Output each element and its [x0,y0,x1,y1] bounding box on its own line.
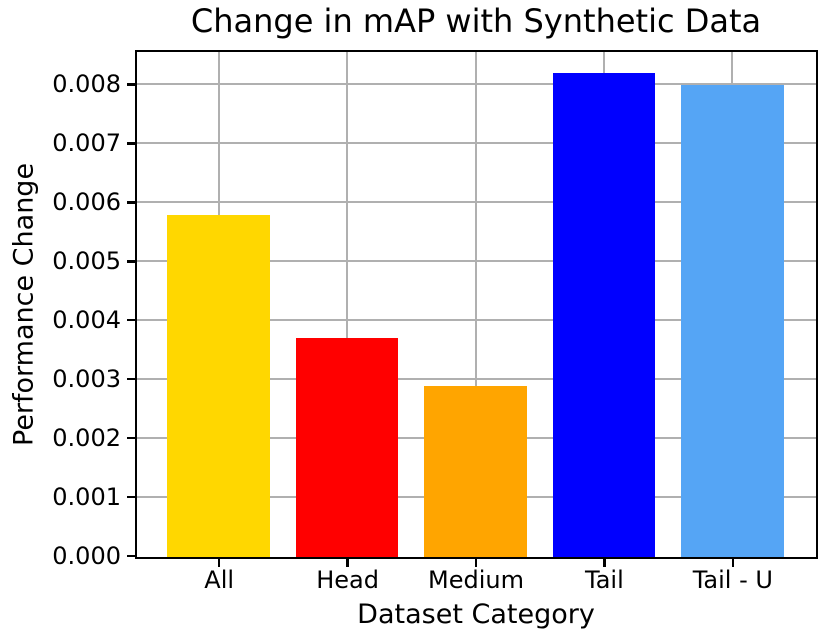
y-tick-label: 0.002 [52,424,121,453]
x-tick-label: All [204,566,235,594]
x-tick-mark [603,558,606,567]
y-tick-label: 0.007 [52,129,121,158]
x-tick-mark [346,558,349,567]
bar-medium [424,385,527,557]
bar-head [295,338,399,557]
x-tick-label: Tail - U [692,566,773,594]
x-gridline [474,51,477,557]
x-gridline [346,51,349,557]
chart-title: Change in mAP with Synthetic Data [190,2,762,40]
y-tick-mark [126,377,135,381]
x-tick-mark [731,558,735,567]
y-tick-mark [126,142,135,145]
plot-area [134,49,818,559]
bar-tail-u [680,84,784,557]
y-tick-mark [126,201,135,204]
y-tick-label: 0.003 [52,365,121,394]
x-tick-mark [474,558,478,567]
y-tick-label: 0.005 [52,247,121,276]
x-tick-label: Head [316,566,379,594]
y-tick-label: 0.004 [52,306,121,335]
y-tick-mark [126,260,135,263]
y-tick-mark [126,554,135,558]
y-tick-mark [126,495,135,499]
y-tick-mark [126,318,135,322]
bars-layer [137,52,816,557]
x-tick-mark [217,558,221,567]
y-tick-label: 0.000 [52,542,121,570]
x-tick-label: Tail [585,566,624,594]
y-tick-label: 0.006 [52,188,121,217]
y-tick-label: 0.001 [52,483,121,512]
x-tick-label: Medium [428,566,524,594]
y-tick-mark [126,436,135,440]
bar-all [167,214,271,557]
x-axis-label: Dataset Category [357,599,595,630]
y-tick-label: 0.008 [52,70,121,99]
y-tick-mark [126,83,135,86]
bar-tail [552,73,656,557]
